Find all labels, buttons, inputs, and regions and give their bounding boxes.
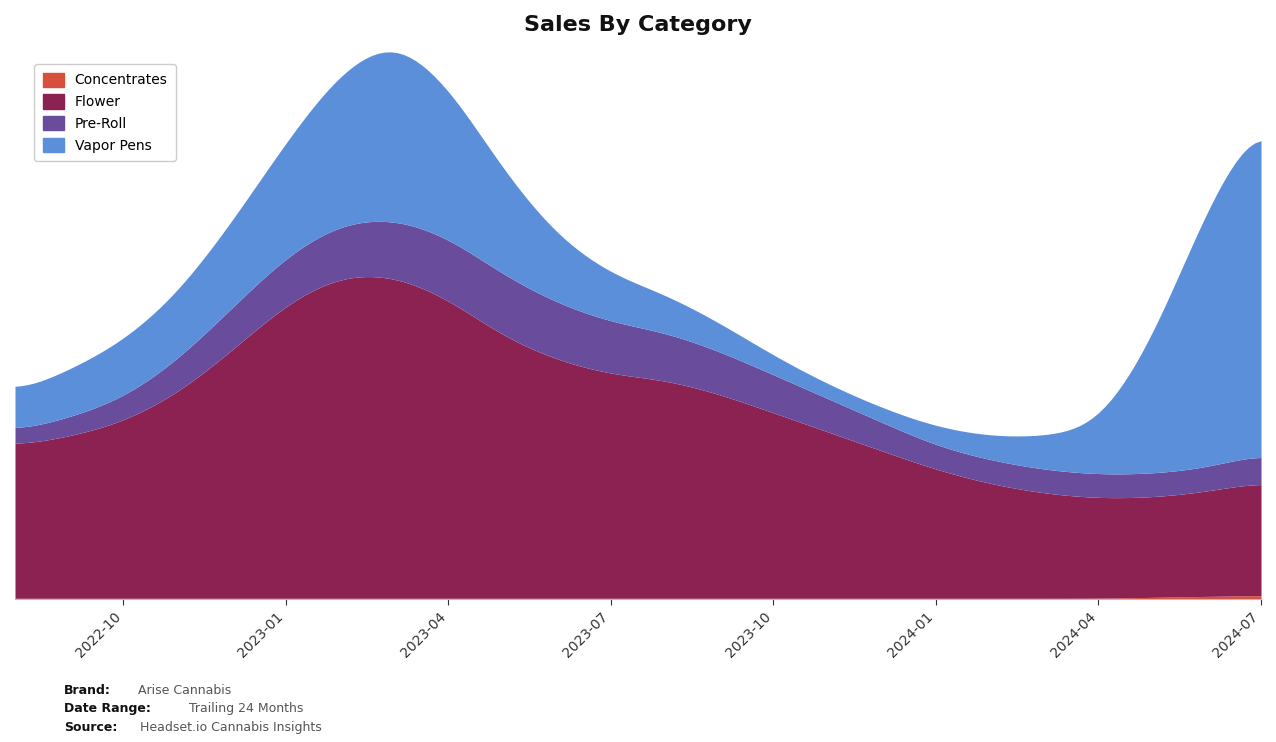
Text: Arise Cannabis: Arise Cannabis [138,684,231,697]
Legend: Concentrates, Flower, Pre-Roll, Vapor Pens: Concentrates, Flower, Pre-Roll, Vapor Pe… [34,65,176,161]
Text: Trailing 24 Months: Trailing 24 Months [189,703,304,715]
Text: Date Range:: Date Range: [64,703,151,715]
Text: Source:: Source: [64,721,117,734]
Text: Brand:: Brand: [64,684,111,697]
Text: Headset.io Cannabis Insights: Headset.io Cannabis Insights [140,721,322,734]
Title: Sales By Category: Sales By Category [524,15,752,35]
